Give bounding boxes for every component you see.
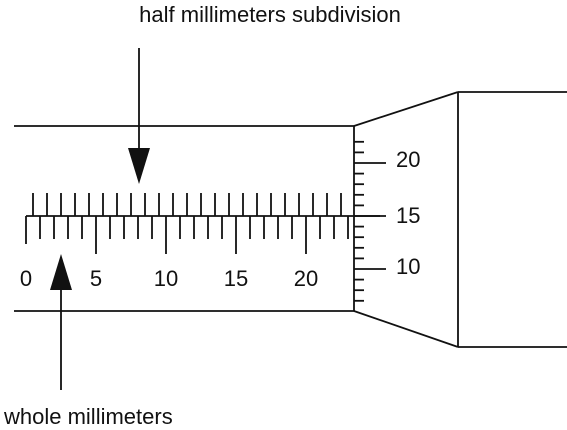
thimble-ticks xyxy=(354,140,386,302)
thimble-number-15: 15 xyxy=(396,203,420,228)
sleeve-number-10: 10 xyxy=(154,266,178,291)
thimble-bottom-taper xyxy=(353,310,459,348)
whole-millimeters-label: whole millimeters xyxy=(3,404,173,429)
whole-millimeter-ticks xyxy=(39,216,349,254)
whole-mm-arrow-head xyxy=(50,254,72,290)
half-millimeters-label: half millimeters subdivision xyxy=(139,2,401,27)
thimble-number-20: 20 xyxy=(396,147,420,172)
sleeve-number-5: 5 xyxy=(90,266,102,291)
half-millimeter-ticks xyxy=(32,193,342,216)
sleeve-number-20: 20 xyxy=(294,266,318,291)
sleeve-number-15: 15 xyxy=(224,266,248,291)
sleeve-number-0: 0 xyxy=(20,266,32,291)
half-mm-arrow-head xyxy=(128,148,150,184)
thimble-top-taper xyxy=(353,91,459,127)
thimble-number-10: 10 xyxy=(396,254,420,279)
